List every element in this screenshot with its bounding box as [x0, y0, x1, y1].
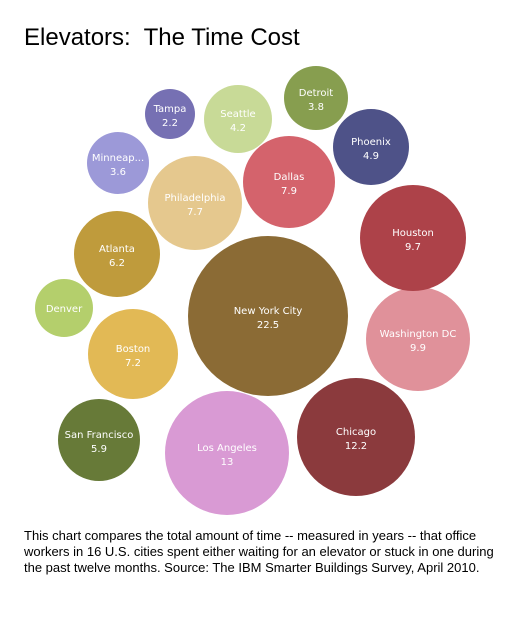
bubble-tampa: Tampa 2.2 — [145, 89, 195, 139]
bubble-city-label: Seattle — [220, 109, 255, 120]
chart-caption: This chart compares the total amount of … — [24, 528, 494, 575]
bubble-city-label: Boston — [116, 344, 151, 355]
bubble-city-label: Dallas — [274, 172, 305, 183]
bubble-city-label: Houston — [392, 228, 434, 239]
bubble-san-francisco: San Francisco 5.9 — [58, 399, 140, 481]
bubble-atlanta: Atlanta 6.2 — [74, 211, 160, 297]
chart-title: Elevators: The Time Cost — [24, 24, 300, 51]
bubble-denver: Denver — [35, 279, 93, 337]
bubble-value-label: 5.9 — [91, 444, 107, 455]
bubble-city-label: Tampa — [153, 104, 187, 115]
bubble-city-label: San Francisco — [65, 430, 134, 441]
bubble-city-label: Phoenix — [351, 137, 391, 148]
bubble-city-label: Denver — [46, 304, 83, 315]
bubble-city-label: Los Angeles — [197, 443, 257, 454]
bubble-dallas: Dallas 7.9 — [243, 136, 335, 228]
bubble-city-label: Washington DC — [380, 329, 457, 340]
bubble-city-label: Chicago — [336, 427, 376, 438]
bubble-phoenix: Phoenix 4.9 — [333, 109, 409, 185]
bubble-circle-tampa — [145, 89, 195, 139]
bubble-circle-philadelphia — [148, 156, 242, 250]
bubble-value-label: 12.2 — [345, 441, 367, 452]
bubble-circle-minneap — [87, 132, 149, 194]
bubble-detroit: Detroit 3.8 — [284, 66, 348, 130]
bubble-circle-boston — [88, 309, 178, 399]
bubble-value-label: 13 — [221, 457, 234, 468]
bubble-city-label: Detroit — [299, 88, 334, 99]
bubble-circle-phoenix — [333, 109, 409, 185]
bubble-value-label: 7.7 — [187, 207, 203, 218]
bubble-value-label: 3.6 — [110, 167, 126, 178]
bubble-value-label: 7.2 — [125, 358, 141, 369]
bubble-boston: Boston 7.2 — [88, 309, 178, 399]
bubble-value-label: 2.2 — [162, 118, 178, 129]
bubble-value-label: 4.2 — [230, 123, 246, 134]
bubble-circle-denver — [35, 279, 93, 337]
bubble-minneap: Minneap... 3.6 — [87, 132, 149, 194]
bubble-value-label: 9.9 — [410, 343, 426, 354]
bubble-houston: Houston 9.7 — [360, 185, 466, 291]
bubble-value-label: 22.5 — [257, 320, 279, 331]
bubble-circle-seattle — [204, 85, 272, 153]
bubble-value-label: 7.9 — [281, 186, 297, 197]
bubble-value-label: 6.2 — [109, 258, 125, 269]
bubble-city-label: Minneap... — [92, 153, 144, 164]
bubble-value-label: 4.9 — [363, 151, 379, 162]
bubble-city-label: Atlanta — [99, 244, 135, 255]
bubble-circle-los-angeles — [165, 391, 289, 515]
bubble-new-york-city: New York City 22.5 — [188, 236, 348, 396]
bubble-circle-new-york-city — [188, 236, 348, 396]
bubble-value-label: 3.8 — [308, 102, 324, 113]
bubble-circle-dallas — [243, 136, 335, 228]
bubble-circle-houston — [360, 185, 466, 291]
bubble-circle-chicago — [297, 378, 415, 496]
bubble-circle-washington-dc — [366, 287, 470, 391]
bubble-philadelphia: Philadelphia 7.7 — [148, 156, 242, 250]
bubble-value-label: 9.7 — [405, 242, 421, 253]
bubble-seattle: Seattle 4.2 — [204, 85, 272, 153]
bubble-washington-dc: Washington DC 9.9 — [366, 287, 470, 391]
bubble-city-label: Philadelphia — [165, 193, 226, 204]
bubble-circle-detroit — [284, 66, 348, 130]
bubble-los-angeles: Los Angeles 13 — [165, 391, 289, 515]
bubble-city-label: New York City — [234, 306, 303, 317]
bubble-circle-san-francisco — [58, 399, 140, 481]
bubble-chicago: Chicago 12.2 — [297, 378, 415, 496]
bubble-circle-atlanta — [74, 211, 160, 297]
